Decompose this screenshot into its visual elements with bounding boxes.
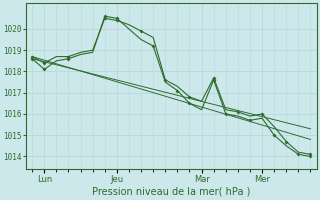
X-axis label: Pression niveau de la mer( hPa ): Pression niveau de la mer( hPa ) <box>92 187 251 197</box>
